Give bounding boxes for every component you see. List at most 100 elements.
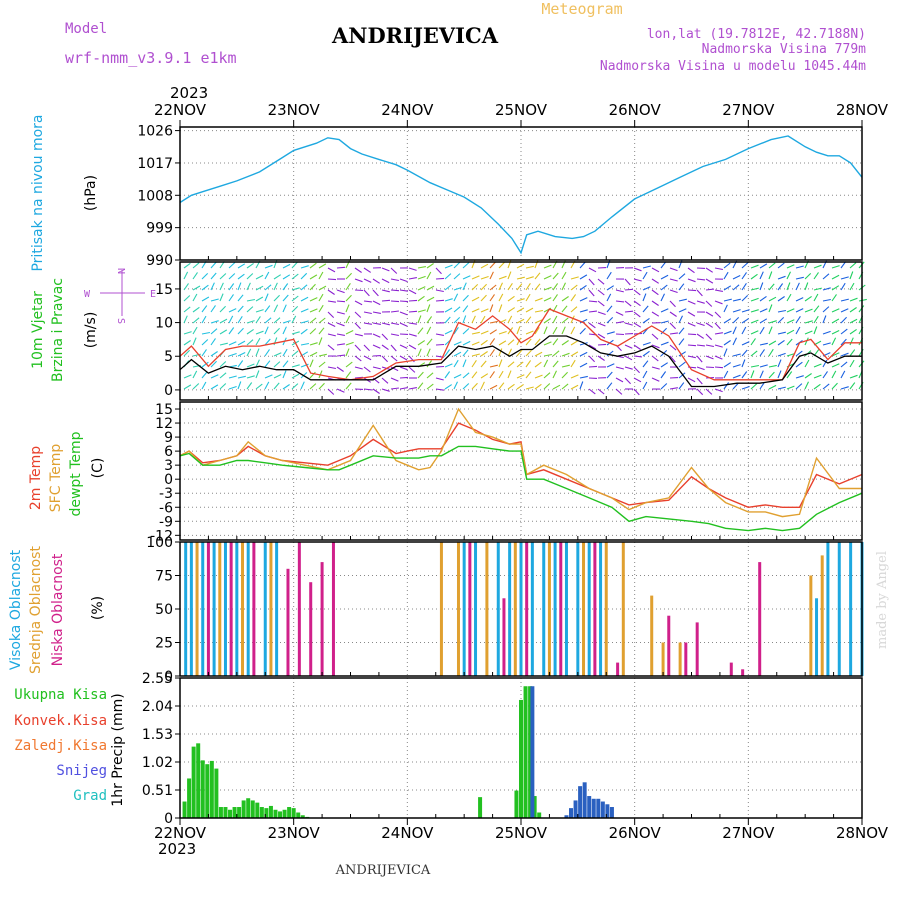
wind-arrow [723, 285, 732, 291]
wind-arrow [417, 275, 426, 280]
wind-arrow [453, 341, 462, 346]
wind-arrow [318, 327, 325, 335]
wind-arrow [678, 372, 686, 379]
wind-arrow [570, 276, 579, 280]
wind-arrow [759, 349, 765, 357]
wind-arrow [453, 317, 461, 324]
wind-arrow [669, 355, 676, 363]
wind-arrow [498, 340, 507, 346]
wind-arrow [804, 273, 812, 280]
wind-arrow [597, 333, 606, 339]
wind-arrow [489, 284, 497, 291]
wind-arrow [606, 382, 613, 390]
wind-arrow [444, 273, 452, 280]
wind-arrow [732, 326, 737, 335]
wind-arrow [615, 321, 624, 324]
ytick-label: 100 [146, 535, 173, 551]
wind-arrow [534, 283, 541, 291]
wind-arrow [552, 294, 558, 302]
wind-arrow [282, 274, 291, 280]
wind-arrow [633, 355, 642, 358]
wind-arrow [858, 298, 867, 302]
wind-arrow [570, 340, 579, 346]
wind-arrow [273, 282, 278, 291]
wind-arrow [246, 320, 255, 324]
wind-arrow [489, 329, 497, 335]
wind-arrow [489, 261, 496, 269]
wind-arrow [849, 349, 856, 357]
wind-arrow [543, 359, 549, 368]
wind-arrow [570, 306, 578, 313]
cloud-bar-high [553, 542, 557, 676]
wind-arrow [588, 267, 597, 273]
ytick-label: 12 [155, 416, 173, 432]
wind-arrow [516, 307, 525, 313]
wind-arrow [336, 333, 345, 336]
wind-arrow [228, 341, 237, 346]
precip-bar-total_rain [532, 796, 537, 818]
cloud-bar-middle [269, 542, 273, 676]
wind-arrow [561, 383, 569, 390]
wind-arrow [516, 361, 524, 368]
wind-arrow [768, 262, 776, 269]
wind-arrow [543, 264, 552, 269]
precip-bar-total_rain [537, 812, 542, 818]
wind-arrow [732, 374, 741, 379]
wind-arrow [489, 338, 496, 346]
precip-bar-total_rain [209, 760, 214, 818]
wind-arrow [489, 349, 495, 357]
wind-arrow [300, 328, 308, 335]
wind-arrow [750, 330, 759, 335]
wind-arrow [669, 332, 678, 335]
wind-arrow [597, 388, 605, 395]
wind-arrow [426, 348, 431, 357]
wind-arrow [768, 340, 777, 346]
wind-arrow [354, 344, 361, 352]
wind-arrow [210, 384, 219, 390]
wind-arrow [426, 383, 434, 390]
cloud-bar-low [320, 562, 324, 676]
wind-arrow [759, 295, 767, 302]
wind-arrow [426, 296, 435, 302]
wind-arrow [255, 285, 264, 291]
wind-arrow [291, 383, 299, 390]
wind-arrow [471, 341, 480, 346]
wind-arrow [435, 365, 445, 368]
wind-arrow [669, 289, 678, 294]
wind-arrow [507, 370, 512, 379]
compass-south: S [115, 318, 126, 324]
temp-line-dewpt [179, 445, 863, 532]
wind-arrow [183, 283, 189, 291]
wind-arrow [246, 382, 253, 390]
wind-arrow [687, 267, 695, 274]
wind-arrow [318, 304, 324, 313]
precip-bar-total_rain [232, 807, 237, 818]
wind-arrow [588, 310, 597, 313]
wind-arrow [318, 317, 326, 324]
wind-arrow [588, 289, 595, 297]
wind-arrow [561, 305, 568, 313]
ytick-label: 1008 [137, 188, 173, 204]
wind-arrow [408, 387, 417, 390]
wind-arrow [435, 299, 445, 302]
wind-arrow [309, 359, 314, 368]
wind-compass: W E N S [84, 268, 156, 324]
wind-arrow [642, 341, 651, 346]
wind-arrow [696, 289, 703, 297]
wind-arrow [345, 330, 354, 335]
wind-arrow [201, 381, 207, 390]
wind-arrow [507, 271, 512, 280]
wind-arrow [723, 348, 728, 357]
wind-arrow [723, 330, 732, 335]
wind-arrow [696, 333, 705, 339]
wind-arrow [534, 351, 543, 357]
wind-arrow [840, 352, 849, 357]
wind-arrow [588, 355, 595, 363]
wind-arrow [318, 361, 326, 368]
wind-arrow [750, 338, 756, 346]
wind-arrow [624, 278, 631, 286]
precip-bar-total_rain [182, 801, 187, 818]
wind-arrow [525, 265, 534, 269]
wind-arrow [651, 377, 660, 382]
